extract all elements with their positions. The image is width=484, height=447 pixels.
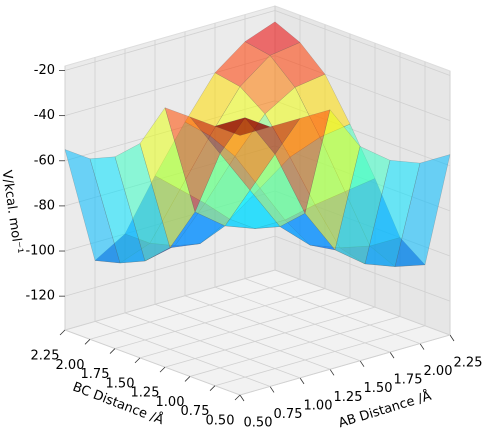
y-tick-label: 1.50 [106,376,135,391]
tick-mark [134,357,141,364]
grid-line [114,288,326,349]
x-tick-label: 2.25 [454,356,483,371]
surface-patch [164,107,221,213]
grid-line [239,334,451,396]
grid-line [244,278,421,344]
grid-line [64,329,241,396]
z-tick-label: -40 [34,108,55,123]
tick-mark [389,351,395,359]
z-tick-label: -60 [34,153,55,168]
tick-mark [299,377,305,385]
tick-mark [234,394,241,401]
x-tick-label: 0.75 [274,407,303,422]
grid-line [94,321,271,387]
surface-patch [214,117,271,136]
surface-patch [394,154,451,267]
grid-line [274,269,451,336]
x-tick-label: 1.50 [364,381,393,396]
z-tick-label: -20 [34,63,55,78]
z-tick-label: -100 [25,244,55,259]
grid-line [124,312,301,379]
x-tick-label: 1.75 [394,373,423,388]
tick-mark [209,385,216,391]
grid-line [184,295,361,362]
grid-line [64,235,276,297]
grid-line [154,303,331,370]
y-tick-label: 0.50 [206,414,235,429]
grid-line [89,278,301,340]
z-tick-label: -120 [25,289,55,304]
tick-mark [84,339,91,345]
surface-patch [274,109,331,215]
grid-line [189,316,401,377]
grid-line [164,306,376,368]
tick-mark [184,376,191,382]
y-tick-label: 1.25 [131,386,160,401]
y-tick-label: 0.75 [181,404,210,419]
grid-line [139,297,351,359]
y-tick-label: 2.25 [31,349,60,364]
y-tick-label: 2.00 [56,358,85,373]
z-tick-label: -80 [34,198,55,213]
tick-mark [359,360,365,367]
surface-patch [334,146,391,265]
grid-line [214,325,426,387]
tick-mark [329,369,335,376]
grid-line [274,10,451,76]
tick-mark [239,394,245,402]
tick-mark [159,366,166,373]
tick-mark [59,329,66,336]
x-tick-label: 0.50 [244,416,273,431]
surface-patch [364,160,421,267]
surface-patch [249,153,306,227]
x-tick-label: 1.25 [334,390,363,405]
tick-mark [269,386,275,393]
tick-mark [109,348,116,354]
y-tick-label: 1.75 [81,367,110,382]
grid-line [214,286,391,353]
x-tick-label: 2.00 [424,364,453,379]
z-axis-label: V/kcal. mol⁻¹ [0,169,25,254]
x-tick-label: 1.00 [304,398,333,413]
grid-line [64,10,276,71]
tick-mark [449,334,455,342]
tick-mark [419,343,425,350]
grid-line [64,269,276,331]
grid-line [274,235,451,302]
surface-patch [304,109,361,251]
y-tick-label: 1.00 [156,395,185,410]
